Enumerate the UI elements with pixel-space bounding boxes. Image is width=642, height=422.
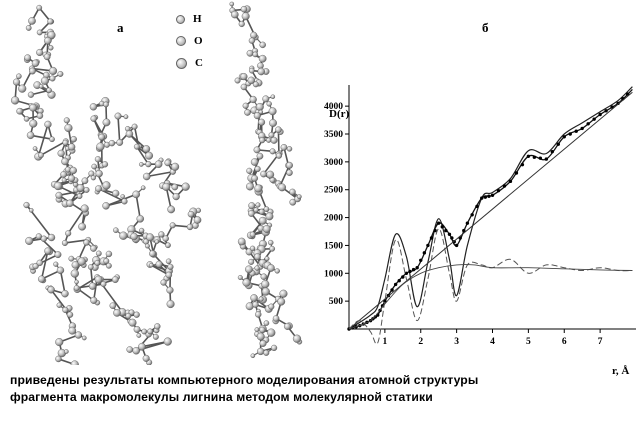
series-marker [436, 221, 441, 225]
figure-caption: приведены результаты компьютерного модел… [10, 372, 630, 406]
series-marker [393, 282, 398, 287]
series-marker [397, 279, 401, 283]
atom-o-icon [176, 36, 186, 46]
series-line-solid-oscillating [348, 86, 633, 330]
series-line-straight-line [348, 91, 633, 330]
y-tick-label: 3000 [324, 158, 343, 168]
y-tick-label: 2000 [324, 214, 343, 224]
series-marker [508, 179, 513, 184]
atom-c-icon [176, 57, 187, 69]
series-marker [411, 267, 416, 272]
series-marker [496, 188, 501, 193]
series-marker [616, 101, 620, 106]
series-marker [483, 195, 488, 199]
series-marker [447, 232, 452, 236]
x-tick-label: 7 [598, 337, 603, 347]
series-marker [598, 112, 602, 117]
x-tick-label: 1 [383, 337, 388, 347]
molecule-illustration [10, 1, 303, 365]
series-marker [404, 271, 409, 275]
legend-item-c: C [176, 52, 203, 74]
series-marker [380, 304, 385, 308]
x-tick-label: 5 [526, 337, 531, 347]
series-marker [401, 275, 405, 279]
series-marker [422, 251, 427, 255]
series-marker [415, 266, 419, 270]
series-marker [429, 236, 434, 240]
series-marker [426, 243, 430, 248]
series-marker [487, 194, 491, 198]
caption-line-1: приведены результаты компьютерного модел… [10, 373, 479, 387]
y-tick-label: 500 [329, 297, 344, 307]
y-tick-label: 4000 [324, 102, 343, 112]
legend-item-o: O [176, 30, 203, 52]
legend-label-o: O [194, 35, 203, 47]
series-marker [454, 243, 459, 248]
y-tick-label: 1000 [324, 269, 343, 279]
x-axis-label: r, Å [612, 365, 629, 377]
series-marker [450, 236, 454, 240]
x-tick-label: 6 [562, 337, 567, 347]
chart-series [347, 86, 633, 345]
series-marker [568, 132, 572, 136]
series-marker [538, 156, 543, 160]
series-marker [520, 162, 525, 167]
molecule-atoms [10, 1, 303, 365]
series-marker [475, 204, 479, 209]
series-line-thin-flat [348, 264, 633, 330]
legend-label-h: H [193, 13, 202, 25]
panel-a-label: а [117, 20, 124, 35]
atom-legend: H O C [176, 8, 203, 74]
series-marker [470, 213, 474, 217]
series-marker [556, 142, 560, 146]
chart-axes: 1 2 3 4 5 6 7 500 1000 1500 2000 2500 3000 3500 4000 [324, 85, 636, 347]
series-marker [433, 228, 437, 233]
y-tick-label: 3500 [324, 130, 343, 140]
series-marker [480, 196, 484, 200]
panel-b-label: б [482, 20, 489, 35]
series-marker [465, 221, 470, 225]
series-marker [550, 149, 554, 154]
atom-h-icon [176, 14, 185, 24]
series-marker [604, 109, 608, 113]
x-tick-label: 3 [454, 337, 459, 347]
series-marker [440, 225, 444, 229]
legend-item-h: H [176, 8, 203, 30]
series-marker [562, 135, 566, 139]
series-marker [526, 154, 531, 158]
x-tick-label: 4 [490, 337, 495, 347]
x-tick-label: 2 [418, 337, 423, 347]
series-marker [444, 228, 448, 233]
radial-distribution-chart: 1 2 3 4 5 6 7 500 1000 1500 2000 2500 3000 3500 4000 D… [324, 85, 636, 377]
series-marker [408, 269, 412, 274]
series-marker [373, 315, 378, 319]
legend-label-c: C [195, 57, 203, 69]
series-marker [544, 157, 549, 161]
series-marker [514, 171, 519, 175]
series-marker [462, 228, 466, 233]
series-marker [502, 184, 507, 188]
y-tick-label: 2500 [324, 186, 343, 196]
series-marker [532, 155, 537, 159]
series-marker [490, 193, 495, 197]
y-tick-label: 1500 [324, 241, 343, 251]
y-axis-label: D(r) [329, 108, 349, 120]
series-marker [390, 288, 394, 292]
series-marker [592, 117, 596, 121]
series-marker [574, 129, 578, 133]
series-marker [419, 258, 423, 262]
series-marker [586, 122, 590, 126]
caption-line-2: фрагмента макромолекулы лигнина методом … [10, 390, 433, 404]
series-marker [580, 126, 584, 131]
series-line-dashed-oscillating [348, 228, 633, 345]
